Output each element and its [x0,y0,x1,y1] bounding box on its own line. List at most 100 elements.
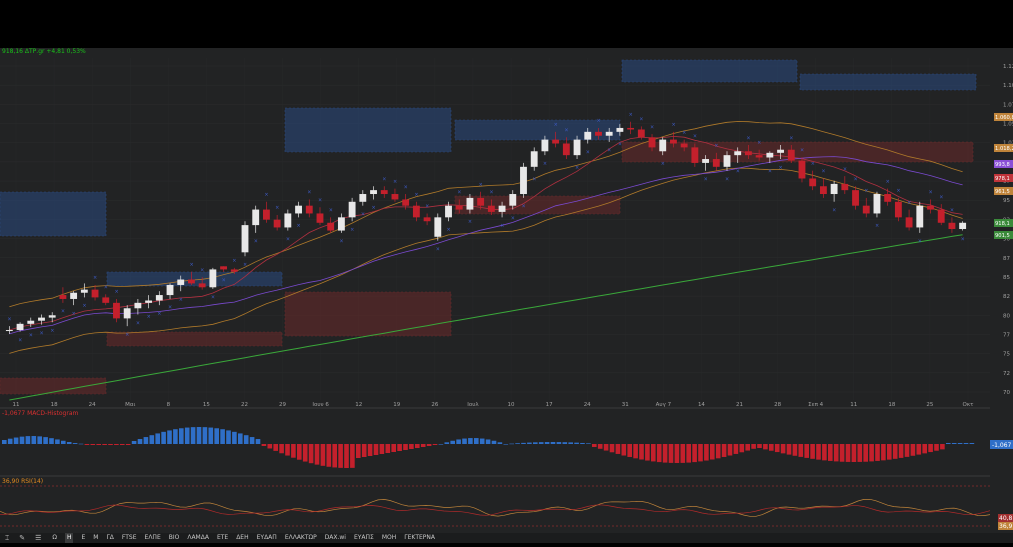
candle-body [905,217,913,228]
macd-bar [497,442,503,444]
zone-box [799,73,977,91]
x-tick-label: Ιουν 6 [312,402,329,408]
candle-body [305,205,313,214]
x-tick-label: 25 [926,402,933,408]
timeframe-button[interactable]: ΕΥΔΑΠ [256,534,277,541]
sar-marker: × [82,303,86,309]
candle-body [198,283,206,288]
sar-marker: × [586,149,590,155]
macd-bar [350,444,355,468]
candle-body [316,213,324,223]
macd-bar [733,444,739,454]
timeframe-button[interactable]: FTSE [121,534,137,541]
sar-marker: × [286,236,290,242]
sar-marker: × [907,200,911,206]
chart-area[interactable]: × × × × × × × × × × × × × × × × × × × × × × × × × × × × × × × × × × × × × × × ×… [0,48,1013,543]
macd-bar [592,444,597,447]
sar-marker: × [575,165,579,171]
rsi-panel[interactable]: 36,90 RSI(14) 40,8 36,9 [0,478,1013,530]
x-tick-label: 17 [546,402,553,408]
macd-bar [833,444,839,462]
timeframe-button[interactable]: DAX.wi [324,534,346,541]
sar-marker: × [222,278,226,284]
x-tick-label: 18 [51,402,58,408]
macd-bar [521,442,526,444]
timeframe-button[interactable]: ΕΛΛΑΚΤΩΡ [284,534,317,541]
bottom-toolbar[interactable]: ⌶ ✎ ☰ Ω Η Ε Μ ΓΔ FTSE ΕΛΠΕ ΒΙΟ ΛΑΜΔΑ ΕΤΕ ΔΕΗ ΕΥΔΑΠ Ε… [0,533,1013,543]
timeframe-button[interactable]: ΒΙΟ [168,534,180,541]
macd-bar [633,444,638,459]
x-tick-label: 19 [393,402,400,408]
macd-bar [674,444,680,463]
macd-bar [108,444,113,445]
candle-body [434,217,442,237]
candle-body [520,166,527,195]
price-panel[interactable]: × × × × × × × × × × × × × × × × × × × × × × × × × × × × × × × × × × × × × × × ×… [0,48,1013,408]
timeframe-button[interactable]: Ω [52,534,57,541]
timeframe-button[interactable]: ΕΤΕ [216,534,229,541]
sar-marker: × [757,140,761,146]
sar-marker: × [125,332,129,338]
macd-bar [544,442,550,444]
candle-body [798,160,806,179]
timeframe-button[interactable]: Μ [93,534,99,541]
macd-bar [208,427,214,444]
macd-bar [597,444,603,449]
sar-marker: × [961,236,965,242]
timeframe-button[interactable]: ΔΕΗ [236,534,249,541]
chart-svg[interactable]: × × × × × × × × × × × × × × × × × × × × × × × × × × × × × × × × × × × × × × × ×… [0,48,1013,543]
sar-marker: × [832,208,836,214]
timeframe-button[interactable]: ΓΔ [106,534,114,541]
sar-marker: × [318,197,322,203]
macd-bar [385,444,391,453]
sar-marker: × [607,148,611,154]
cursor-icon[interactable]: ⌶ [5,534,10,542]
candle-body [188,279,195,284]
candle-body [670,139,677,144]
rsi-value-tag-bg-2 [998,522,1013,530]
candle-body [412,205,420,218]
timeframe-button[interactable]: ΕΛΠΕ [144,534,161,541]
price-tag-label: 993,8 [995,162,1010,168]
rsi-value-tag-1: 40,8 [999,515,1013,522]
timeframe-button[interactable]: Η [64,533,74,543]
candle-body [220,266,228,270]
sar-marker: × [232,258,236,264]
lines-icon[interactable]: ☰ [35,534,42,542]
y-tick-label: 95 [1003,198,1010,204]
sar-marker: × [468,219,472,225]
macd-bar [173,429,178,444]
sar-marker: × [179,297,183,303]
candle-body [755,155,763,158]
macd-bar [875,444,880,461]
candle-body [5,330,13,332]
macd-bar [704,444,709,461]
sar-marker: × [254,239,258,245]
x-tick-label: 11 [13,402,20,408]
rsi-label: 36,90 RSI(14) [2,478,43,485]
sar-marker: × [264,192,268,198]
x-tick-label: 31 [622,402,629,408]
candle-body [359,194,367,202]
timeframe-button[interactable]: ΜΟΗ [381,534,397,541]
sar-marker: × [896,188,900,194]
x-tick-label: 10 [508,402,515,408]
timeframe-button[interactable]: ΓΕΚΤΕΡΝΑ [404,534,435,541]
x-tick-label: 11 [850,402,857,408]
sar-marker: × [854,176,858,182]
macd-bar [698,444,703,462]
macd-bar [474,438,479,444]
x-tick-label: 15 [203,402,210,408]
sar-marker: × [361,211,365,217]
rsi-line [0,498,991,517]
macd-bar [692,444,697,463]
y-tick-label: 87 [1003,256,1010,262]
macd-bar [7,438,13,444]
macd-panel[interactable]: -1,0677 MACD-Histogram -1,067 [2,410,1013,468]
pencil-icon[interactable]: ✎ [19,534,26,542]
timeframe-button[interactable]: Ε [81,534,86,541]
price-tag-label: 1.018,2 [995,146,1013,152]
sar-marker: × [39,330,43,336]
timeframe-button[interactable]: ΕΥΑΠΣ [353,534,374,541]
timeframe-button[interactable]: ΛΑΜΔΑ [187,534,209,541]
